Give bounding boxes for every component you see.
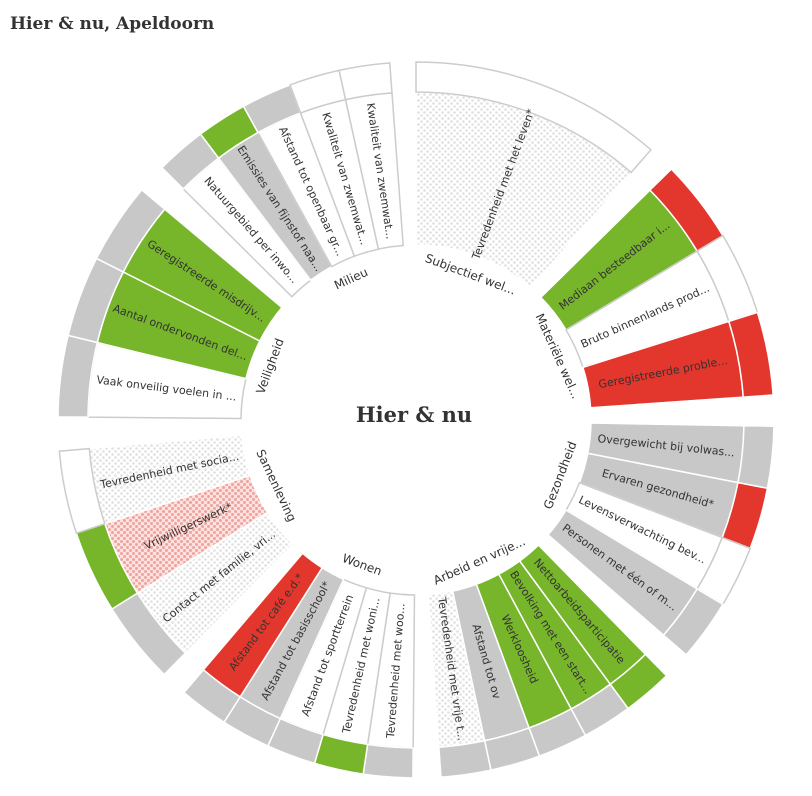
indicator-outer-cell[interactable]	[362, 743, 414, 779]
indicator-outer-cell[interactable]	[95, 188, 166, 273]
indicator-outer-cell[interactable]	[737, 424, 775, 490]
center-label: Hier & nu	[356, 402, 472, 427]
indicator-segment[interactable]: Bruto binnenlands prod...	[564, 234, 759, 369]
indicator-segment[interactable]: Geregistreerde proble...	[581, 311, 774, 409]
indicator-outer-cell[interactable]	[415, 61, 652, 174]
indicator-segment[interactable]: Aantal ondervonden del...	[67, 257, 261, 380]
indicator-outer-cell[interactable]	[727, 311, 774, 398]
indicator-segment[interactable]: Tevredenheid met het leven*	[415, 61, 652, 289]
indicator-segment[interactable]: Kwaliteit van zwemwat...	[338, 62, 404, 250]
indicator-outer-cell[interactable]	[438, 739, 492, 778]
indicator-segment[interactable]: Tevredenheid met woo...	[362, 592, 416, 779]
indicator-outer-cell[interactable]	[58, 447, 106, 535]
page-title: Hier & nu, Apeldoorn	[10, 14, 215, 34]
theme-label: Milieu	[332, 265, 370, 292]
indicator-outer-cell[interactable]	[662, 587, 724, 656]
indicator-segment[interactable]: Vaak onveilig voelen in ...	[57, 334, 247, 420]
indicator-outer-cell[interactable]	[338, 62, 393, 101]
indicator-outer-cell[interactable]	[182, 668, 242, 724]
indicator-segment[interactable]: Vrijwilligerswerk*	[75, 474, 269, 611]
theme-label: Wonen	[340, 551, 383, 578]
indicator-segment[interactable]: Tevredenheid met socia...	[58, 434, 251, 535]
indicator-segment[interactable]: Contact met familie, vri...	[110, 511, 294, 676]
indicator-segment[interactable]: Afstand tot ov	[451, 583, 541, 771]
indicator-segment[interactable]: Overgewicht bij volwas...	[586, 422, 775, 490]
